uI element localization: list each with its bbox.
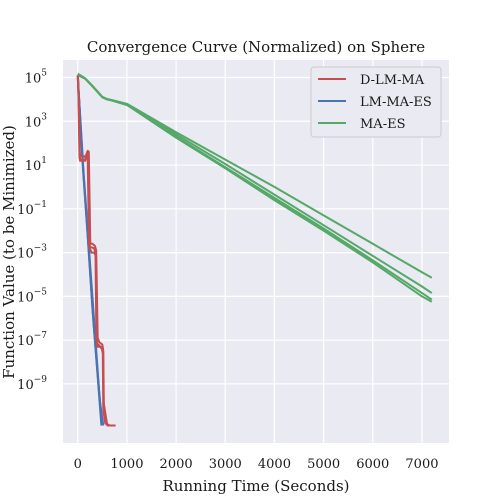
- y-tick-label: 10−7: [17, 331, 47, 349]
- legend-label-lm-ma-es: LM-MA-ES: [360, 95, 432, 110]
- series-line-lm-ma-es: [76, 77, 105, 426]
- legend: D-LM-MA LM-MA-ES MA-ES: [310, 66, 442, 138]
- y-tick-label: 10−1: [17, 200, 47, 218]
- y-tick-label: 10−3: [17, 244, 47, 262]
- legend-box: [310, 66, 442, 138]
- x-axis-label: Running Time (Seconds): [162, 477, 349, 495]
- series-lines: [76, 72, 433, 427]
- y-tick-label: 10−5: [17, 287, 47, 305]
- x-tick-label: 0: [74, 457, 82, 472]
- legend-label-ma-es: MA-ES: [360, 117, 406, 132]
- y-tick-label: 101: [25, 156, 47, 174]
- chart-title: Convergence Curve (Normalized) on Sphere: [87, 38, 425, 56]
- x-tick-label: 2000: [160, 457, 193, 472]
- y-axis-label: Function Value (to be Minimized): [0, 125, 18, 379]
- x-tick-labels: 0 1000 2000 3000 4000 5000 6000 7000: [74, 457, 439, 472]
- legend-label-d-lm-ma: D-LM-MA: [360, 73, 425, 88]
- x-tick-label: 1000: [110, 457, 143, 472]
- y-tick-label: 105: [25, 69, 48, 87]
- y-tick-labels: 105 103 101 10−1 10−3 10−5 10−7 10−9: [17, 69, 47, 393]
- series-line-d-lm-ma: [76, 76, 111, 427]
- series-line-ma-es: [77, 72, 433, 279]
- y-tick-label: 10−9: [17, 375, 47, 393]
- x-tick-label: 6000: [356, 457, 389, 472]
- y-tick-label: 103: [25, 112, 48, 130]
- x-tick-label: 7000: [405, 457, 438, 472]
- x-tick-label: 5000: [307, 457, 340, 472]
- x-tick-label: 3000: [209, 457, 242, 472]
- x-tick-label: 4000: [258, 457, 291, 472]
